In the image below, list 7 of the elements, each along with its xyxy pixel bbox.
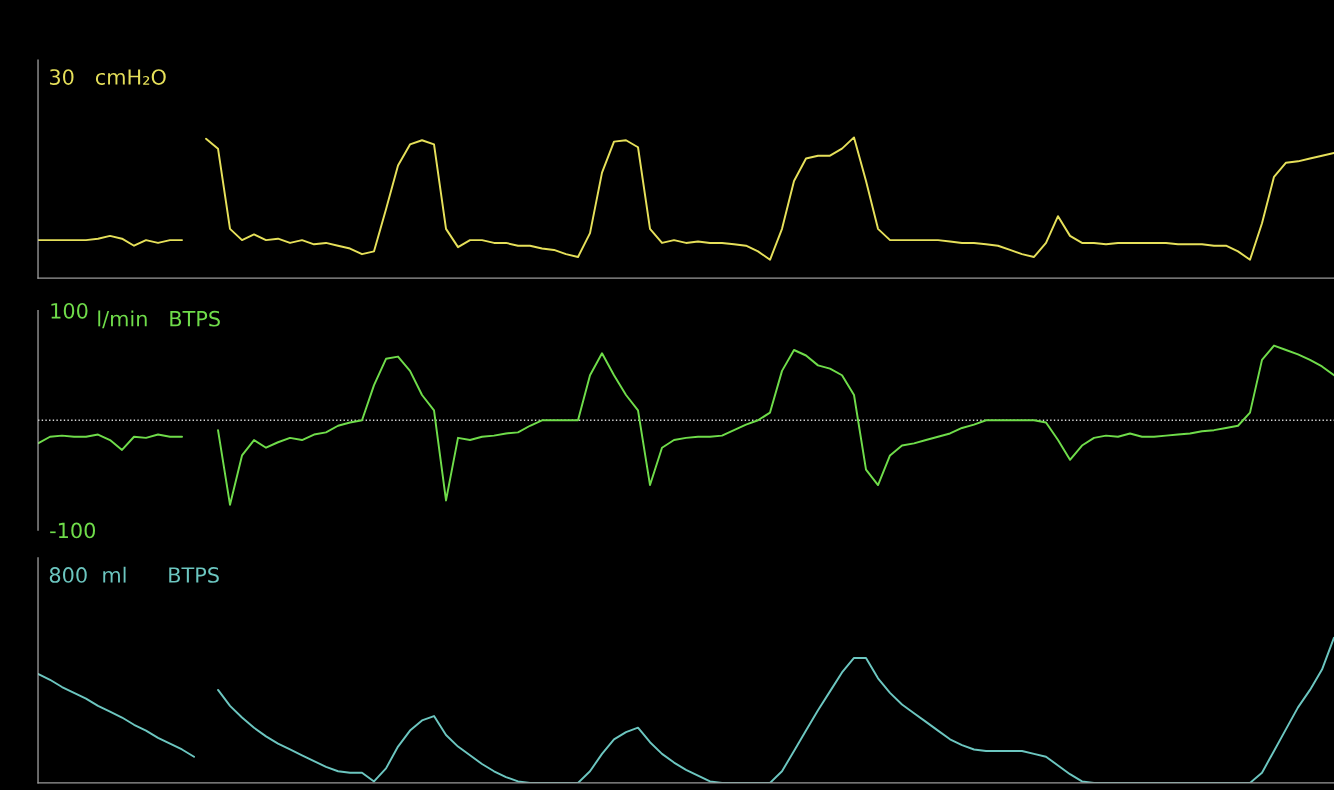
y-tick-label: -100	[50, 522, 96, 539]
y-axis-title: 800 ml BTPS	[49, 566, 219, 583]
y-axis-title: l/min BTPS	[98, 310, 220, 329]
y-tick-label: 100	[51, 302, 88, 319]
y-axis-title: 30 cmH₂O	[49, 69, 166, 85]
line-series	[38, 433, 183, 451]
line-series	[217, 344, 1334, 506]
